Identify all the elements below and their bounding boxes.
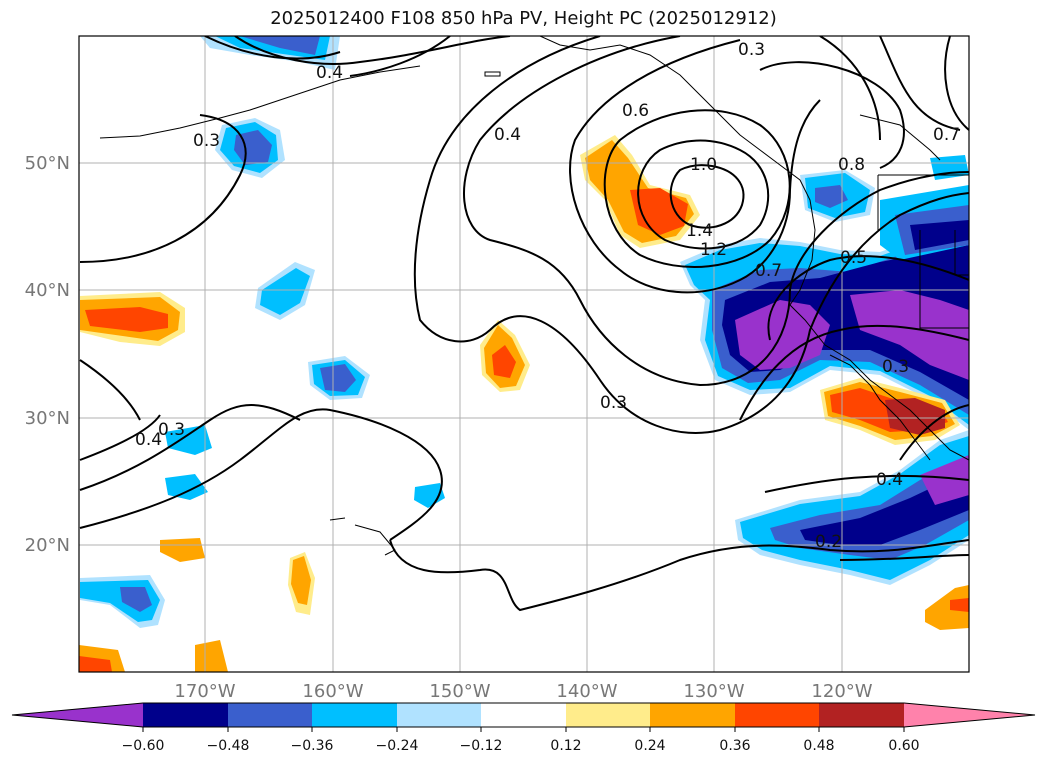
contour-label: 1.2 bbox=[700, 240, 727, 260]
contour-label: 0.4 bbox=[876, 470, 903, 490]
lon-label: 150°W bbox=[429, 681, 490, 702]
colorbar-swatch bbox=[228, 703, 312, 727]
colorbar-tick-label: −0.60 bbox=[122, 738, 165, 754]
contour-label: 1.4 bbox=[686, 221, 713, 241]
contour-label: 0.3 bbox=[158, 420, 185, 440]
contour-label: 1.0 bbox=[690, 155, 717, 175]
colorbar-tick-label: 0.60 bbox=[888, 738, 919, 754]
colorbar-swatch bbox=[312, 703, 397, 727]
lat-label: 50°N bbox=[25, 153, 70, 174]
colorbar-extend-low bbox=[12, 703, 143, 727]
colorbar-tick-label: −0.12 bbox=[460, 738, 503, 754]
contour-label: 0.3 bbox=[193, 131, 220, 151]
colorbar-tick-label: 0.24 bbox=[634, 738, 665, 754]
colorbar-swatch bbox=[819, 703, 904, 727]
contour-label: 0.7 bbox=[933, 125, 960, 145]
contour-label: 0.4 bbox=[494, 125, 521, 145]
lon-label: 130°W bbox=[683, 681, 744, 702]
colorbar-swatch bbox=[650, 703, 735, 727]
colorbar-ticks bbox=[142, 727, 905, 732]
latitude-labels: 50°N 40°N 30°N 20°N bbox=[25, 153, 70, 556]
lon-label: 140°W bbox=[556, 681, 617, 702]
colorbar-swatch bbox=[566, 703, 650, 727]
lon-label: 120°W bbox=[811, 681, 872, 702]
contour-label: 0.3 bbox=[600, 393, 627, 413]
contour-label: 0.6 bbox=[622, 101, 649, 121]
contour-label: 0.3 bbox=[882, 357, 909, 377]
map-gridlines bbox=[79, 36, 969, 672]
height-contours bbox=[79, 36, 969, 612]
contour-label: 0.7 bbox=[755, 261, 782, 281]
contour-label: 0.3 bbox=[738, 40, 765, 60]
contour-label: 0.4 bbox=[135, 430, 162, 450]
longitude-labels: 170°W 160°W 150°W 140°W 130°W 120°W bbox=[174, 681, 872, 702]
contour-label: 0.4 bbox=[316, 63, 343, 83]
contour-label: 0.2 bbox=[815, 532, 842, 552]
colorbar-swatch bbox=[143, 703, 228, 727]
contour-label: 0.8 bbox=[838, 155, 865, 175]
lon-label: 160°W bbox=[302, 681, 363, 702]
colorbar-extend-high bbox=[904, 703, 1035, 727]
lat-label: 20°N bbox=[25, 535, 70, 556]
colorbar-swatch bbox=[481, 703, 566, 727]
colorbar-tick-label: 0.36 bbox=[719, 738, 750, 754]
colorbar-swatch bbox=[397, 703, 481, 727]
colorbar-swatch bbox=[735, 703, 819, 727]
contour-labels: 0.3 0.4 0.4 0.3 0.6 1.0 1.4 1.2 0.7 0.5 … bbox=[135, 40, 960, 552]
colorbar-tick-label: 0.12 bbox=[550, 738, 581, 754]
page-title: 2025012400 F108 850 hPa PV, Height PC (2… bbox=[270, 8, 777, 29]
colorbar-tick-label: 0.48 bbox=[803, 738, 834, 754]
lon-label: 170°W bbox=[174, 681, 235, 702]
colorbar-tick-label: −0.36 bbox=[291, 738, 334, 754]
colorbar: −0.60 −0.48 −0.36 −0.24 −0.12 0.12 0.24 … bbox=[11, 702, 1036, 754]
map-border bbox=[78, 35, 970, 673]
contour-label: 0.5 bbox=[840, 248, 867, 268]
lat-label: 30°N bbox=[25, 408, 70, 429]
coastlines bbox=[99, 36, 969, 556]
colorbar-tick-label: −0.24 bbox=[376, 738, 419, 754]
colorbar-tick-label: −0.48 bbox=[207, 738, 250, 754]
lat-label: 40°N bbox=[25, 280, 70, 301]
